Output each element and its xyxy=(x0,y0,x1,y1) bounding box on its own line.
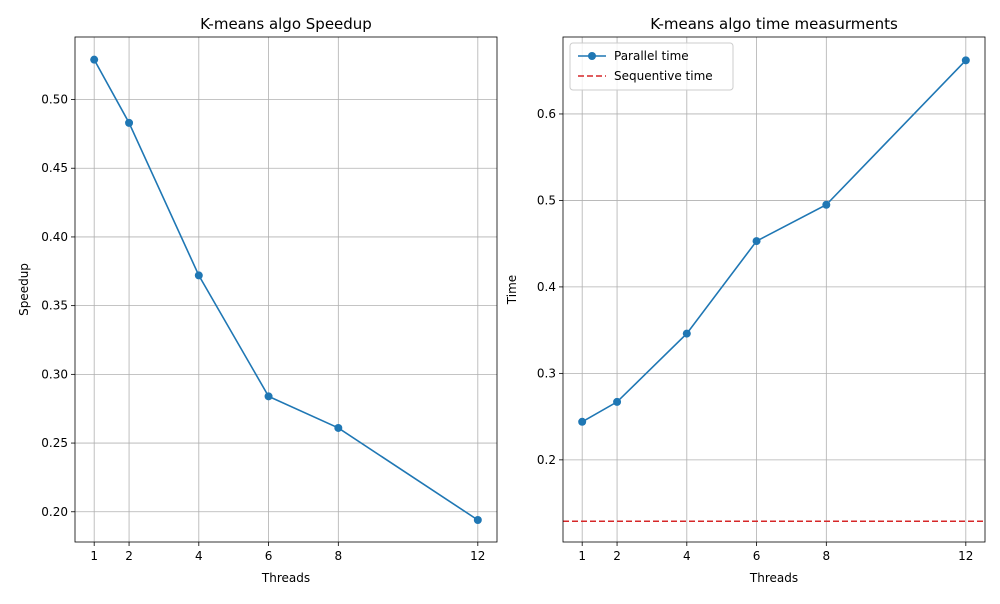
y-tick-label: 0.3 xyxy=(537,366,556,380)
chart-panel-1: 1 2 4 6 8 120.200.250.300.350.400.450.50K-mea… xyxy=(17,15,498,585)
x-tick-label: 12 xyxy=(470,549,485,563)
data-point xyxy=(334,423,343,432)
y-tick-label: 0.20 xyxy=(41,505,68,519)
x-tick-label: 4 xyxy=(195,549,203,563)
y-tick-label: 0.6 xyxy=(537,107,556,121)
data-point xyxy=(752,237,761,246)
chart-panel-2: 1 2 4 6 8 120.20.30.40.50.6K-means algo time … xyxy=(505,15,986,585)
y-tick-label: 0.40 xyxy=(41,230,68,244)
series-line-1 xyxy=(93,59,479,521)
data-point xyxy=(90,55,99,64)
axes-frame xyxy=(562,36,986,543)
legend-swatch-marker xyxy=(588,52,596,60)
data-point xyxy=(125,118,134,127)
x-axis-label: Threads xyxy=(261,571,310,585)
x-tick-label: 1 xyxy=(90,549,98,563)
chart-title: K-means algo Speedup xyxy=(200,15,372,33)
series-line-1 xyxy=(581,59,967,423)
data-point xyxy=(473,516,482,525)
data-point xyxy=(682,329,691,338)
y-tick-label: 0.25 xyxy=(41,436,68,450)
x-tick-label: 8 xyxy=(822,549,830,563)
x-tick-label: 1 xyxy=(578,549,586,563)
data-point xyxy=(961,56,970,65)
axes-frame xyxy=(74,36,498,543)
data-point xyxy=(194,271,203,280)
x-tick-label: 2 xyxy=(613,549,621,563)
x-tick-label: 6 xyxy=(265,549,273,563)
legend: Parallel time Sequentive time xyxy=(569,42,734,91)
legend-label: Parallel time xyxy=(614,49,689,63)
y-tick-label: 0.2 xyxy=(537,453,556,467)
y-tick-label: 0.5 xyxy=(537,193,556,207)
y-tick-label: 0.50 xyxy=(41,93,68,107)
y-axis-label: Time xyxy=(505,275,519,305)
x-tick-label: 2 xyxy=(125,549,133,563)
y-tick-label: 0.30 xyxy=(41,367,68,381)
legend-box xyxy=(569,42,734,91)
y-tick-label: 0.35 xyxy=(41,299,68,313)
y-axis-label: Speedup xyxy=(17,263,31,316)
x-axis-label: Threads xyxy=(749,571,798,585)
data-point xyxy=(578,417,587,426)
data-point xyxy=(613,397,622,406)
y-tick-label: 0.4 xyxy=(537,280,556,294)
x-tick-label: 4 xyxy=(683,549,691,563)
y-tick-label: 0.45 xyxy=(41,161,68,175)
data-point xyxy=(822,200,831,209)
x-tick-label: 12 xyxy=(958,549,973,563)
x-tick-label: 8 xyxy=(334,549,342,563)
legend-label: Sequentive time xyxy=(614,69,713,83)
chart-title: K-means algo time measurments xyxy=(650,15,898,33)
x-tick-label: 6 xyxy=(753,549,761,563)
data-point xyxy=(264,392,273,401)
